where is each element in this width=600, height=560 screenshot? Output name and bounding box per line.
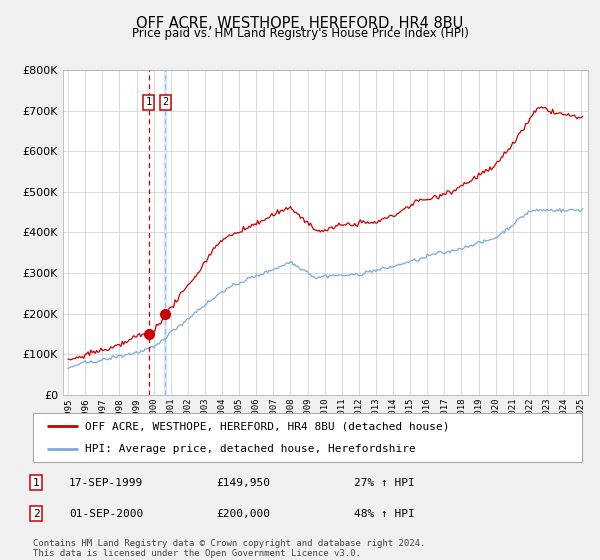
Text: 48% ↑ HPI: 48% ↑ HPI	[354, 508, 415, 519]
Text: Price paid vs. HM Land Registry's House Price Index (HPI): Price paid vs. HM Land Registry's House …	[131, 27, 469, 40]
Text: 2: 2	[162, 97, 168, 108]
Text: 17-SEP-1999: 17-SEP-1999	[69, 478, 143, 488]
Text: £200,000: £200,000	[216, 508, 270, 519]
Text: 2: 2	[32, 508, 40, 519]
Text: HPI: Average price, detached house, Herefordshire: HPI: Average price, detached house, Here…	[85, 444, 416, 454]
Bar	[164, 70, 166, 395]
Text: 27% ↑ HPI: 27% ↑ HPI	[354, 478, 415, 488]
Text: £149,950: £149,950	[216, 478, 270, 488]
Text: 1: 1	[146, 97, 152, 108]
Text: OFF ACRE, WESTHOPE, HEREFORD, HR4 8BU (detached house): OFF ACRE, WESTHOPE, HEREFORD, HR4 8BU (d…	[85, 421, 449, 431]
Text: 1: 1	[32, 478, 40, 488]
Text: OFF ACRE, WESTHOPE, HEREFORD, HR4 8BU: OFF ACRE, WESTHOPE, HEREFORD, HR4 8BU	[136, 16, 464, 31]
Text: 01-SEP-2000: 01-SEP-2000	[69, 508, 143, 519]
Text: Contains HM Land Registry data © Crown copyright and database right 2024.
This d: Contains HM Land Registry data © Crown c…	[33, 539, 425, 558]
